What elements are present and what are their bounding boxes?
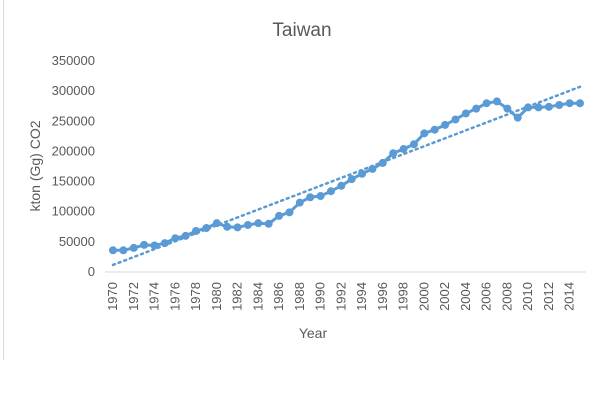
series-line	[113, 99, 580, 252]
data-point	[306, 193, 315, 202]
data-point	[503, 104, 512, 113]
x-tick-label: 1996	[375, 282, 390, 311]
x-tick-label: 1982	[230, 282, 245, 311]
data-point	[264, 219, 273, 228]
x-tick-label: 2014	[562, 282, 577, 311]
x-tick-label: 1976	[167, 282, 182, 311]
data-point	[368, 164, 377, 173]
data-point	[181, 231, 190, 240]
data-point	[358, 169, 367, 178]
x-tick-label: 1984	[250, 282, 265, 311]
data-point	[576, 99, 584, 108]
x-tick-label: 2004	[458, 282, 473, 311]
data-point	[337, 181, 346, 190]
x-tick-label: 1994	[354, 282, 369, 311]
data-point	[243, 220, 252, 229]
x-tick-label: 1980	[209, 282, 224, 311]
data-point	[119, 246, 128, 255]
data-point	[326, 187, 335, 196]
x-axis-ticks: 1970 1972 1974 1976 1978 1980 1982 1984 1986 1988…	[105, 282, 577, 311]
x-tick-label: 2012	[541, 282, 556, 311]
chart-title: Taiwan	[272, 20, 331, 41]
y-tick-label: 50000	[59, 234, 95, 249]
data-point	[513, 113, 522, 122]
y-tick-label: 150000	[52, 174, 95, 189]
data-point	[461, 109, 470, 118]
data-point	[524, 103, 533, 112]
x-tick-label: 2008	[499, 282, 514, 311]
data-point	[451, 115, 460, 124]
data-point	[565, 99, 574, 108]
data-point	[420, 129, 429, 138]
data-point	[140, 240, 149, 249]
x-tick-label: 1978	[188, 282, 203, 311]
y-axis-ticks: 0 50000 100000 150000 200000 250000 300000 3500…	[52, 53, 95, 279]
data-point	[544, 102, 553, 111]
data-point	[275, 211, 284, 220]
data-point	[409, 140, 418, 149]
data-point	[399, 145, 408, 154]
data-points	[109, 97, 584, 255]
data-point	[202, 223, 211, 232]
x-tick-label: 1986	[271, 282, 286, 311]
y-tick-label: 250000	[52, 113, 95, 128]
data-point	[160, 239, 169, 248]
data-point	[534, 103, 543, 112]
data-point	[171, 234, 180, 243]
x-tick-label: 1974	[147, 282, 162, 311]
data-point	[233, 223, 242, 232]
data-point	[430, 125, 439, 134]
y-tick-label: 350000	[52, 53, 95, 68]
frame-left-edge	[3, 0, 4, 360]
y-tick-label: 100000	[52, 204, 95, 219]
data-point	[378, 158, 387, 167]
data-point	[492, 97, 501, 106]
data-point	[555, 101, 564, 110]
data-point	[285, 208, 294, 217]
x-tick-label: 1992	[333, 282, 348, 311]
data-point	[212, 219, 221, 228]
x-tick-label: 1990	[313, 282, 328, 311]
y-tick-label: 200000	[52, 143, 95, 158]
x-tick-label: 2002	[437, 282, 452, 311]
x-tick-label: 2006	[479, 282, 494, 311]
data-point	[482, 99, 491, 108]
data-point	[389, 149, 398, 158]
data-point	[441, 120, 450, 129]
y-axis-label: kton (Gg) CO2	[27, 120, 43, 211]
x-tick-label: 2000	[416, 282, 431, 311]
data-point	[129, 243, 138, 252]
x-axis-label: Year	[299, 325, 328, 341]
y-tick-label: 0	[88, 264, 95, 279]
x-tick-label: 1972	[126, 282, 141, 311]
data-point	[254, 219, 263, 228]
data-point	[109, 246, 117, 255]
data-point	[150, 241, 159, 250]
x-tick-label: 1998	[396, 282, 411, 311]
data-point	[472, 104, 481, 113]
y-tick-label: 300000	[52, 83, 95, 98]
data-point	[192, 227, 201, 236]
data-point	[295, 198, 304, 207]
data-point	[316, 192, 325, 201]
x-tick-label: 2010	[520, 282, 535, 311]
data-point	[347, 175, 356, 184]
x-tick-label: 1988	[292, 282, 307, 311]
linear-trendline	[111, 85, 582, 267]
data-point	[223, 222, 232, 231]
x-tick-label: 1970	[105, 282, 120, 311]
